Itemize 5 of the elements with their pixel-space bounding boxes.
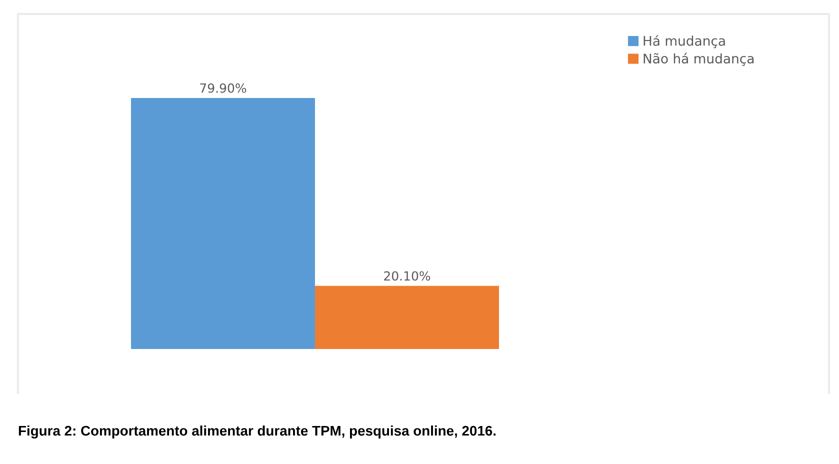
text: Figura 2: Comportamento alimentar durante TPM, pesquisa online, 2016. (18, 425, 496, 439)
legend-label: Há mudança (644, 35, 725, 48)
data-label: 79.90% (200, 83, 246, 93)
data-label: 20.10% (384, 271, 430, 281)
legend-label: Não há mudança (644, 52, 754, 66)
